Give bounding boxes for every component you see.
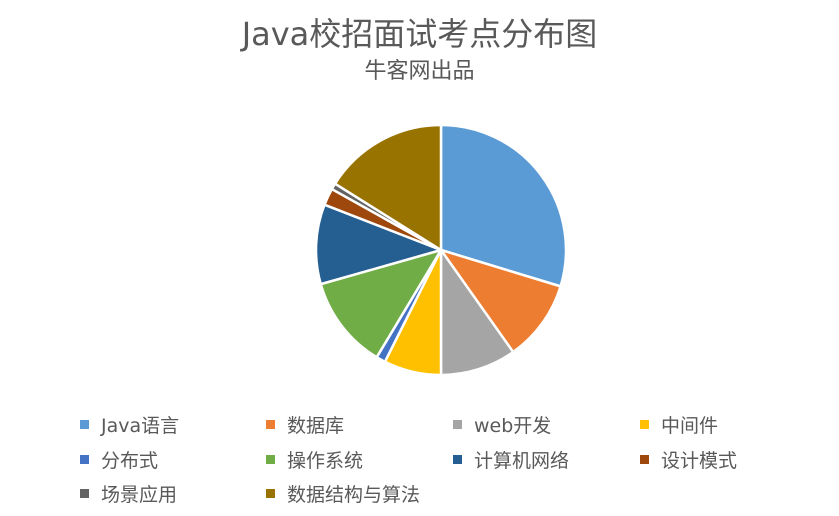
legend-label: 场景应用 [101, 483, 178, 506]
legend-item-os: 操作系统 [266, 447, 364, 472]
pie-slice [314, 203, 443, 286]
legend-swatch [266, 419, 275, 429]
legend-label: Java语言 [101, 414, 180, 437]
legend-item-algorithms: 数据结构与算法 [266, 481, 421, 506]
legend-item-web: web开发 [453, 412, 552, 437]
legend-swatch [266, 488, 275, 498]
pie-slice [439, 123, 568, 288]
legend-swatch [80, 488, 89, 498]
legend-label: 分布式 [101, 449, 159, 472]
legend-label: 计算机网络 [474, 449, 570, 472]
legend-item-design-patterns: 设计模式 [640, 447, 738, 472]
legend-swatch [80, 419, 89, 429]
legend-label: 操作系统 [287, 449, 364, 472]
legend-swatch [453, 454, 462, 464]
legend-label: 数据库 [287, 414, 345, 437]
pie-slice [439, 248, 515, 377]
legend-item-distributed: 分布式 [80, 447, 159, 472]
legend-item-scenarios: 场景应用 [80, 481, 178, 506]
legend-item-network: 计算机网络 [453, 447, 570, 472]
legend-swatch [266, 454, 275, 464]
legend-item-middleware: 中间件 [640, 412, 719, 437]
legend-label: web开发 [474, 414, 552, 437]
legend-swatch [453, 419, 462, 429]
legend-swatch [640, 454, 649, 464]
legend-swatch [80, 454, 89, 464]
pie-chart [314, 123, 568, 377]
legend-label: 设计模式 [661, 449, 738, 472]
legend-item-database: 数据库 [266, 412, 345, 437]
pie-slice [439, 248, 562, 354]
chart-title: Java校招面试考点分布图 [241, 15, 598, 53]
legend-item-java: Java语言 [80, 412, 180, 437]
legend-label: 中间件 [661, 414, 719, 437]
legend-swatch [640, 419, 649, 429]
legend-label: 数据结构与算法 [287, 483, 421, 506]
pie-slice [333, 123, 443, 252]
chart-subtitle: 牛客网出品 [364, 59, 475, 84]
